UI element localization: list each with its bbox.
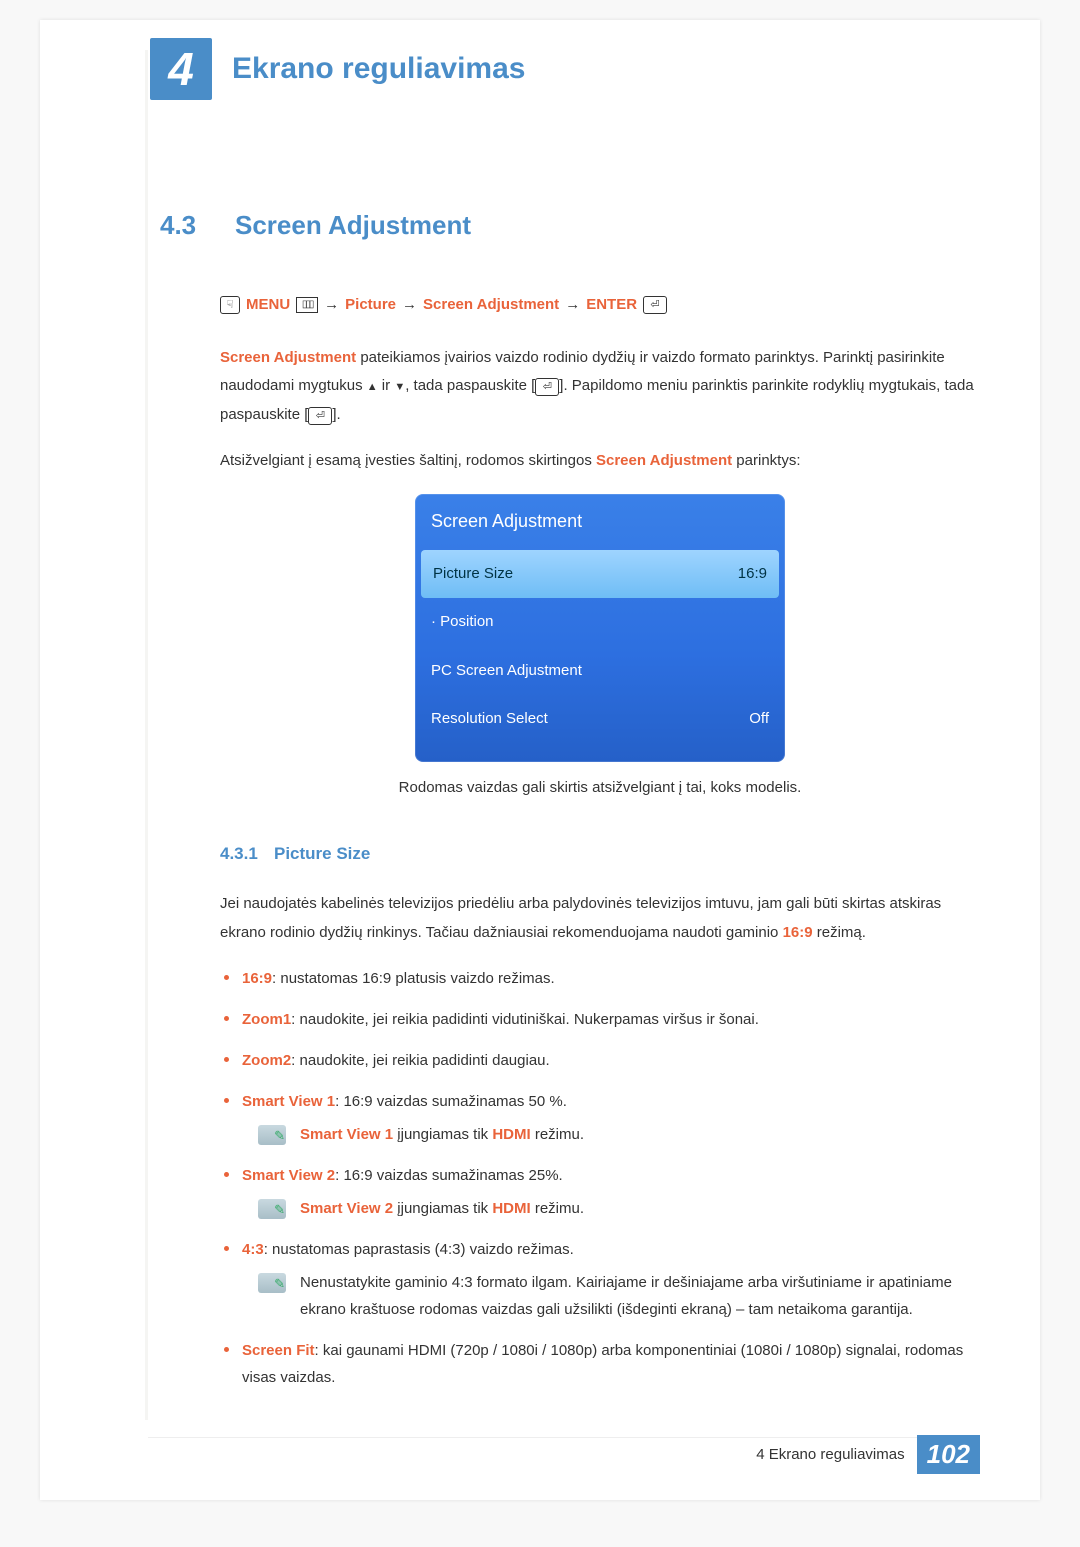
- subsection-number: 4.3.1: [220, 844, 258, 863]
- osd-row-label: · Position: [431, 608, 494, 637]
- term: Smart View 2: [300, 1200, 393, 1217]
- enter-icon: ⏎: [535, 378, 559, 396]
- page-footer: 4 Ekrano reguliavimas 102: [756, 1435, 980, 1474]
- remote-icon: ☟: [220, 296, 240, 314]
- chapter-header: 4 Ekrano reguliavimas: [150, 38, 525, 100]
- left-accent-bar: [145, 50, 148, 1420]
- osd-row-value: Off: [749, 705, 769, 734]
- osd-row-picture-size[interactable]: Picture Size 16:9: [421, 550, 779, 599]
- intro-paragraph-1: Screen Adjustment pateikiamos įvairios v…: [220, 344, 980, 430]
- section-title: Screen Adjustment: [235, 210, 471, 241]
- arrow-icon: →: [324, 291, 339, 320]
- option-key: Zoom1: [242, 1011, 291, 1028]
- option-text: : naudokite, jei reikia padidinti viduti…: [291, 1011, 759, 1028]
- chapter-number: 4: [150, 38, 212, 100]
- term: HDMI: [492, 1200, 530, 1217]
- text: ir: [378, 377, 395, 394]
- option-text: : nustatomas 16:9 platusis vaizdo režima…: [272, 970, 555, 987]
- option-text: : 16:9 vaizdas sumažinamas 25%.: [335, 1167, 563, 1184]
- menu-grid-icon: ▯▯▯: [296, 297, 318, 313]
- option-key: Screen Fit: [242, 1342, 315, 1359]
- note-text: Smart View 2 įjungiamas tik HDMI režimu.: [300, 1195, 584, 1222]
- note-icon: [258, 1199, 286, 1219]
- note-text: Smart View 1 įjungiamas tik HDMI režimu.: [300, 1121, 584, 1148]
- term: Smart View 1: [300, 1126, 393, 1143]
- osd-menu-title: Screen Adjustment: [415, 494, 785, 550]
- osd-row-label: PC Screen Adjustment: [431, 657, 582, 686]
- note: Nenustatykite gaminio 4:3 formato ilgam.…: [258, 1269, 980, 1323]
- list-item: 16:9: nustatomas 16:9 platusis vaizdo re…: [220, 965, 980, 992]
- term-16-9: 16:9: [783, 924, 813, 941]
- subsection-title: Picture Size: [274, 844, 370, 863]
- option-key: 4:3: [242, 1241, 264, 1258]
- up-arrow-icon: [367, 377, 378, 394]
- intro-paragraph-2: Atsižvelgiant į esamą įvesties šaltinį, …: [220, 447, 980, 476]
- note: Smart View 1 įjungiamas tik HDMI režimu.: [258, 1121, 980, 1148]
- picture-size-description: Jei naudojatės kabelinės televizijos pri…: [220, 890, 980, 947]
- option-key: Smart View 2: [242, 1167, 335, 1184]
- page: 4 Ekrano reguliavimas 4.3 Screen Adjustm…: [40, 20, 1040, 1500]
- list-item: Smart View 1: 16:9 vaizdas sumažinamas 5…: [220, 1088, 980, 1148]
- option-key: Zoom2: [242, 1052, 291, 1069]
- list-item: Zoom2: naudokite, jei reikia padidinti d…: [220, 1047, 980, 1074]
- enter-icon: ⏎: [308, 407, 332, 425]
- content-area: 4.3 Screen Adjustment ☟ MENU ▯▯▯ → Pictu…: [160, 210, 980, 1405]
- footer-page-number: 102: [917, 1435, 980, 1474]
- text: parinktys:: [732, 452, 800, 469]
- text: Atsižvelgiant į esamą įvesties šaltinį, …: [220, 452, 596, 469]
- text: , tada paspauskite [: [405, 377, 535, 394]
- note: Smart View 2 įjungiamas tik HDMI režimu.: [258, 1195, 980, 1222]
- list-item: Zoom1: naudokite, jei reikia padidinti v…: [220, 1006, 980, 1033]
- note-icon: [258, 1273, 286, 1293]
- option-text: : nustatomas paprastasis (4:3) vaizdo re…: [264, 1241, 574, 1258]
- text: režimu.: [531, 1126, 584, 1143]
- osd-row-position[interactable]: · Position: [415, 598, 785, 647]
- body: ☟ MENU ▯▯▯ → Picture → Screen Adjustment…: [220, 291, 980, 1391]
- panel-caption: Rodomas vaizdas gali skirtis atsižvelgia…: [220, 774, 980, 803]
- text: įjungiamas tik: [393, 1126, 492, 1143]
- note-text: Nenustatykite gaminio 4:3 formato ilgam.…: [300, 1269, 980, 1323]
- text: ].: [332, 406, 340, 423]
- osd-row-pc-screen-adjustment[interactable]: PC Screen Adjustment: [415, 647, 785, 696]
- section-number: 4.3: [160, 210, 205, 241]
- term-screen-adjustment: Screen Adjustment: [596, 452, 732, 469]
- footer-text: 4 Ekrano reguliavimas: [756, 1446, 916, 1463]
- option-text: : 16:9 vaizdas sumažinamas 50 %.: [335, 1093, 567, 1110]
- list-item: 4:3: nustatomas paprastasis (4:3) vaizdo…: [220, 1236, 980, 1323]
- osd-row-label: Picture Size: [433, 560, 513, 589]
- menu-navigation-path: ☟ MENU ▯▯▯ → Picture → Screen Adjustment…: [220, 291, 980, 320]
- chapter-title: Ekrano reguliavimas: [232, 52, 525, 86]
- nav-menu: MENU: [246, 291, 290, 320]
- nav-screen-adjustment: Screen Adjustment: [423, 291, 559, 320]
- text: režimą.: [813, 924, 866, 941]
- arrow-icon: →: [402, 291, 417, 320]
- osd-row-resolution-select[interactable]: Resolution Select Off: [415, 695, 785, 744]
- option-text: : kai gaunami HDMI (720p / 1080i / 1080p…: [242, 1342, 963, 1386]
- osd-menu-panel: Screen Adjustment Picture Size 16:9 · Po…: [415, 494, 785, 762]
- osd-row-label: Resolution Select: [431, 705, 548, 734]
- section-heading: 4.3 Screen Adjustment: [160, 210, 980, 241]
- list-item: Smart View 2: 16:9 vaizdas sumažinamas 2…: [220, 1162, 980, 1222]
- option-key: 16:9: [242, 970, 272, 987]
- option-text: : naudokite, jei reikia padidinti daugia…: [291, 1052, 550, 1069]
- osd-row-value: 16:9: [738, 560, 767, 589]
- enter-icon: ⏎: [643, 296, 667, 314]
- text: režimu.: [531, 1200, 584, 1217]
- subsection-heading: 4.3.1 Picture Size: [220, 838, 980, 870]
- list-item: Screen Fit: kai gaunami HDMI (720p / 108…: [220, 1337, 980, 1391]
- note-icon: [258, 1125, 286, 1145]
- term-screen-adjustment: Screen Adjustment: [220, 349, 356, 366]
- arrow-icon: →: [565, 291, 580, 320]
- down-arrow-icon: [394, 377, 405, 394]
- nav-enter: ENTER: [586, 291, 637, 320]
- nav-picture: Picture: [345, 291, 396, 320]
- option-key: Smart View 1: [242, 1093, 335, 1110]
- term: HDMI: [492, 1126, 530, 1143]
- text: įjungiamas tik: [393, 1200, 492, 1217]
- options-list: 16:9: nustatomas 16:9 platusis vaizdo re…: [220, 965, 980, 1391]
